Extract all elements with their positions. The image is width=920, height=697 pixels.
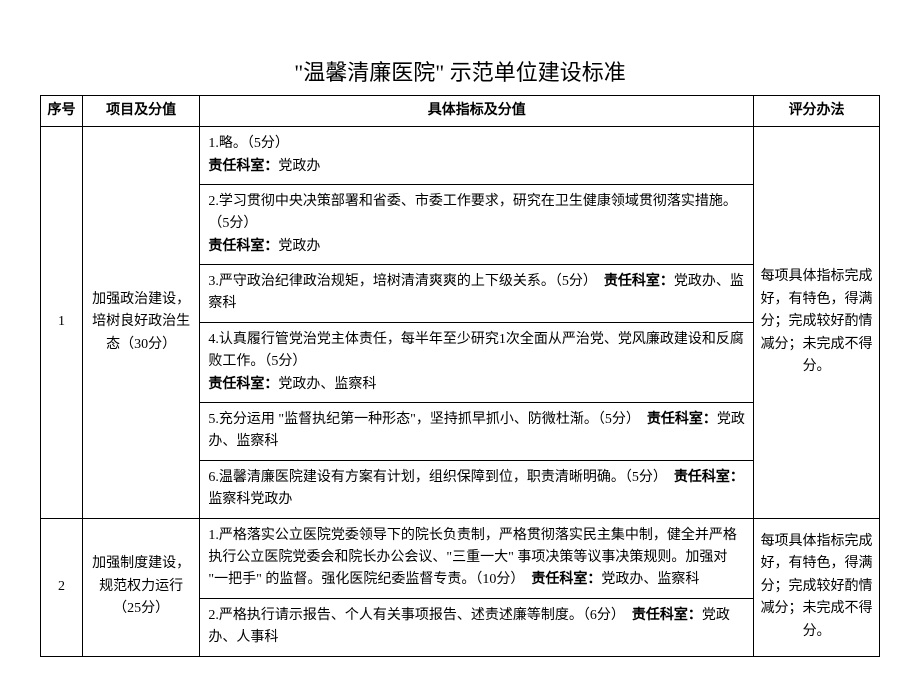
dept-label: 责任科室： <box>674 470 744 485</box>
indicator-text: 3.严守政治纪律政治规矩，培树清清爽爽的上下级关系。（5分） <box>208 274 604 289</box>
dept-label: 责任科室： <box>647 412 717 427</box>
evaluation-cell: 每项具体指标完成好，有特色，得满分；完成较好酌情减分；未完成不得分。 <box>754 518 880 656</box>
header-evaluation: 评分办法 <box>754 95 880 126</box>
indicator-text: 5.充分运用 "监督执纪第一种形态"，坚持抓早抓小、防微杜渐。（5分） <box>208 412 646 427</box>
dept-value: 党政办 <box>278 159 320 174</box>
dept-label: 责任科室： <box>208 377 278 392</box>
seq-cell: 1 <box>41 127 83 518</box>
dept-label: 责任科室： <box>604 274 674 289</box>
dept-label: 责任科室： <box>531 572 601 587</box>
indicator-cell: 6.温馨清廉医院建设有方案有计划，组织保障到位，职责清晰明确。（5分） 责任科室… <box>200 460 754 518</box>
seq-cell: 2 <box>41 518 83 656</box>
indicator-cell: 2.学习贯彻中央决策部署和省委、市委工作要求，研究在卫生健康领域贯彻落实措施。（… <box>200 184 754 264</box>
dept-value: 监察科党政办 <box>208 492 292 507</box>
dept-label: 责任科室： <box>208 239 278 254</box>
indicator-cell: 1.略。（5分） 责任科室：党政办 <box>200 127 754 185</box>
indicator-cell: 1.严格落实公立医院党委领导下的院长负责制，严格贯彻落实民主集中制，健全并严格执… <box>200 518 754 598</box>
indicator-text: 2.严格执行请示报告、个人有关事项报告、述责述廉等制度。（6分） <box>208 608 632 623</box>
header-indicator: 具体指标及分值 <box>200 95 754 126</box>
dept-label: 责任科室： <box>208 159 278 174</box>
indicator-cell: 2.严格执行请示报告、个人有关事项报告、述责述廉等制度。（6分） 责任科室：党政… <box>200 598 754 656</box>
header-project: 项目及分值 <box>82 95 199 126</box>
project-cell: 加强政治建设，培树良好政治生态（30分） <box>82 127 199 518</box>
header-seq: 序号 <box>41 95 83 126</box>
dept-value: 党政办、监察科 <box>278 377 376 392</box>
indicator-cell: 3.严守政治纪律政治规矩，培树清清爽爽的上下级关系。（5分） 责任科室：党政办、… <box>200 265 754 323</box>
indicator-cell: 5.充分运用 "监督执纪第一种形态"，坚持抓早抓小、防微杜渐。（5分） 责任科室… <box>200 403 754 461</box>
standards-table: 序号 项目及分值 具体指标及分值 评分办法 1 加强政治建设，培树良好政治生态（… <box>40 95 880 657</box>
indicator-text: 6.温馨清廉医院建设有方案有计划，组织保障到位，职责清晰明确。（5分） <box>208 470 674 485</box>
indicator-cell: 4.认真履行管党治党主体责任，每半年至少研究1次全面从严治党、党风廉政建设和反腐… <box>200 322 754 402</box>
dept-value: 党政办 <box>278 239 320 254</box>
dept-value: 党政办、监察科 <box>601 572 699 587</box>
dept-label: 责任科室： <box>632 608 702 623</box>
evaluation-cell: 每项具体指标完成好，有特色，得满分；完成较好酌情减分；未完成不得分。 <box>754 127 880 518</box>
indicator-text: 4.认真履行管党治党主体责任，每半年至少研究1次全面从严治党、党风廉政建设和反腐… <box>208 332 744 369</box>
project-cell: 加强制度建设，规范权力运行（25分） <box>82 518 199 656</box>
indicator-text: 1.略。（5分） <box>208 136 289 151</box>
page-title: "温馨清廉医院" 示范单位建设标准 <box>40 55 880 87</box>
indicator-text: 2.学习贯彻中央决策部署和省委、市委工作要求，研究在卫生健康领域贯彻落实措施。（… <box>208 194 737 231</box>
